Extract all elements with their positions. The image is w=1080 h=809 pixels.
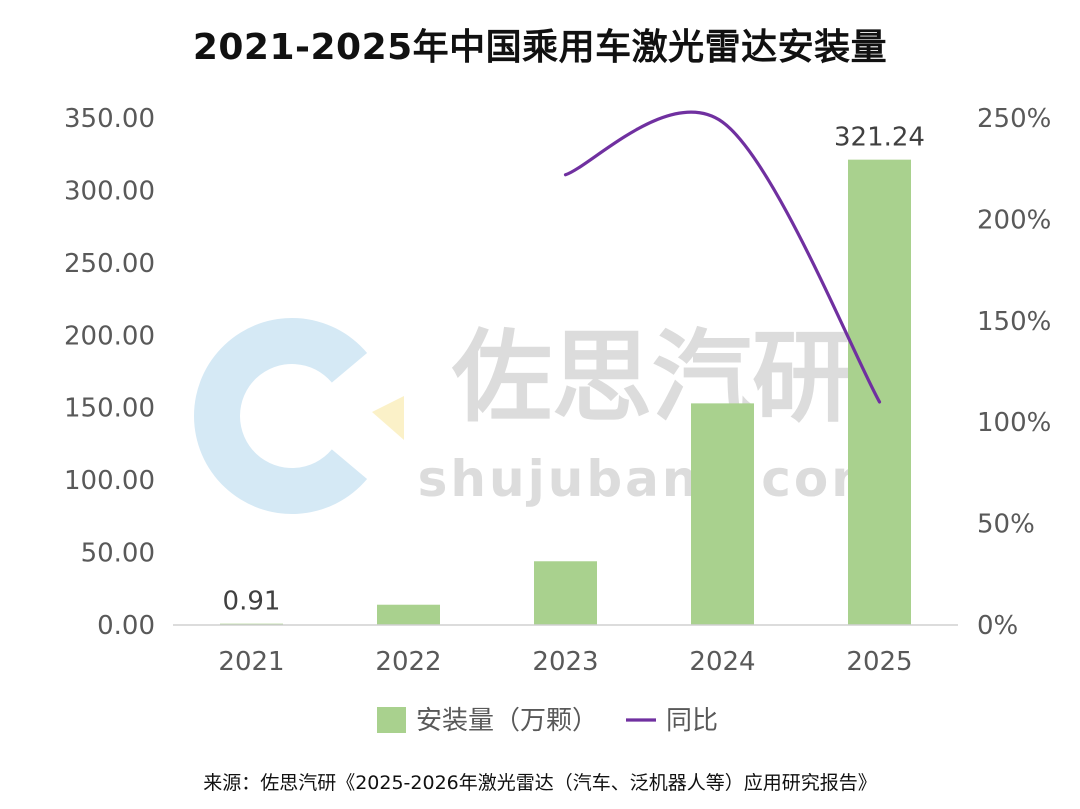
line-series <box>563 110 882 404</box>
bar <box>534 561 597 625</box>
y-tick-label-left: 0.00 <box>97 611 155 641</box>
chart-title: 2021-2025年中国乘用车激光雷达安装量 <box>192 27 888 68</box>
watermark: 佐思汽研 shujubang.com <box>194 318 887 514</box>
bar-data-label: 0.91 <box>223 587 281 617</box>
legend-label-line: 同比 <box>666 706 718 736</box>
bar <box>691 403 754 625</box>
y-axis-right: 0% 50% 100% 150% 200% 250% <box>977 104 1051 641</box>
legend-swatch-bar <box>377 707 406 733</box>
y-tick-label-right: 50% <box>977 510 1035 540</box>
source-note: 来源：佐思汽研《2025-2026年激光雷达（汽车、泛机器人等）应用研究报告》 <box>203 772 877 794</box>
y-tick-label-left: 100.00 <box>64 466 155 496</box>
y-tick-label-left: 200.00 <box>64 321 155 351</box>
y-tick-label-left: 50.00 <box>81 539 155 569</box>
x-axis: 2021 2022 2023 2024 2025 <box>218 647 912 677</box>
y-tick-label-left: 250.00 <box>64 249 155 279</box>
y-tick-label-left: 350.00 <box>64 104 155 134</box>
watermark-logo <box>194 318 368 514</box>
y-tick-label-right: 150% <box>977 307 1051 337</box>
x-tick-label: 2021 <box>218 647 284 677</box>
y-tick-label-right: 0% <box>977 611 1018 641</box>
bar <box>848 159 911 625</box>
y-axis-left: 0.00 50.00 100.00 150.00 200.00 250.00 300.00 3… <box>64 104 155 641</box>
y-tick-label-left: 150.00 <box>64 394 155 424</box>
legend-label-bar: 安装量（万颗） <box>416 706 598 736</box>
y-tick-label-left: 300.00 <box>64 176 155 206</box>
watermark-brand: 佐思汽研 <box>451 319 852 436</box>
legend: 安装量（万颗） 同比 <box>377 706 718 736</box>
bar-data-label: 321.24 <box>834 123 925 153</box>
x-tick-label: 2023 <box>532 647 598 677</box>
watermark-site: shujubang.com <box>418 450 887 508</box>
bar <box>377 604 440 625</box>
y-tick-label-right: 100% <box>977 408 1051 438</box>
line-series-path <box>563 110 882 404</box>
y-tick-label-right: 250% <box>977 104 1051 134</box>
x-tick-label: 2025 <box>846 647 912 677</box>
watermark-logo-accent <box>372 396 404 440</box>
y-tick-label-right: 200% <box>977 205 1051 235</box>
bar-series: 0.91 321.24 <box>220 123 925 626</box>
x-tick-label: 2022 <box>375 647 441 677</box>
x-tick-label: 2024 <box>689 647 755 677</box>
